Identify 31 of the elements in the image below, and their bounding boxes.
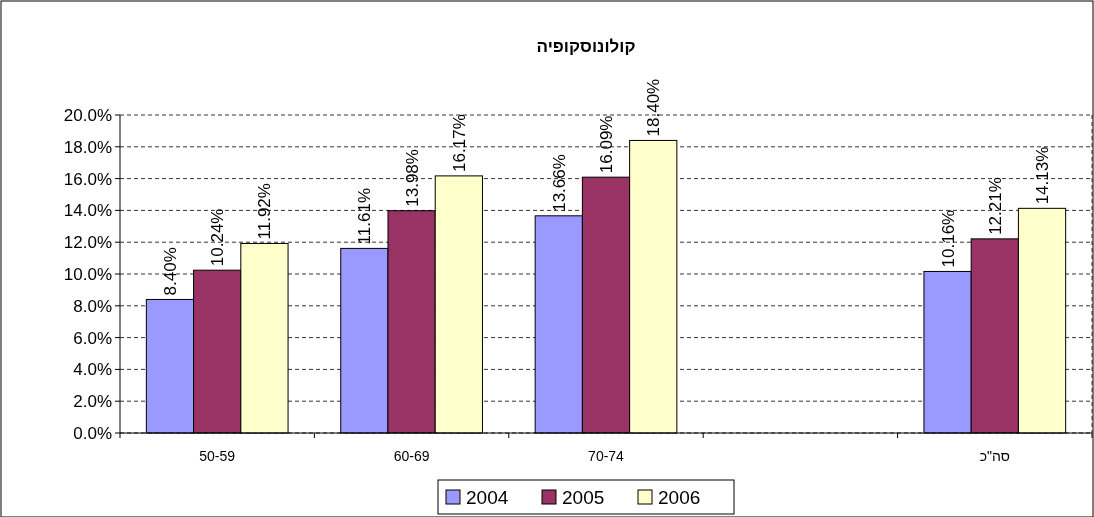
text: 11.61% — [355, 187, 375, 245]
y-tick-label: 8.0% — [73, 296, 112, 316]
chart-title: קולונוסקופיה — [536, 37, 636, 56]
x-tick-label: 70-74 — [588, 448, 625, 464]
x-tick-label: 60-69 — [393, 448, 430, 464]
text: 13.98% — [402, 149, 422, 207]
text: 10.16% — [938, 209, 958, 268]
text: 13.66% — [549, 154, 569, 212]
y-tick-label: 6.0% — [73, 328, 112, 348]
y-tick-label: 16.0% — [63, 169, 112, 189]
legend-label: 2005 — [562, 486, 605, 508]
text: 8.40% — [160, 247, 180, 296]
legend-label: 2006 — [658, 486, 701, 508]
text: 16.17% — [449, 114, 469, 172]
text: 11.92% — [255, 183, 275, 240]
text: 16.09% — [597, 115, 616, 174]
text: 10.24% — [208, 208, 228, 267]
x-tick-label: סה"כ — [979, 448, 1010, 464]
y-tick-label: 20.0% — [63, 105, 112, 125]
x-tick-label: 50-59 — [199, 448, 236, 464]
y-tick-label: 14.0% — [63, 201, 112, 221]
y-tick-label: 12.0% — [63, 233, 112, 253]
text: 12.21% — [985, 177, 1005, 235]
legend-label: 2004 — [466, 486, 509, 508]
y-tick-label: 4.0% — [73, 360, 112, 380]
y-tick-label: 2.0% — [73, 392, 112, 412]
text: 18.40% — [644, 78, 664, 137]
y-tick-label: 18.0% — [63, 137, 112, 157]
y-tick-label: 10.0% — [63, 264, 112, 284]
y-tick-label: 0.0% — [73, 423, 112, 443]
text: 14.13% — [1033, 146, 1053, 205]
